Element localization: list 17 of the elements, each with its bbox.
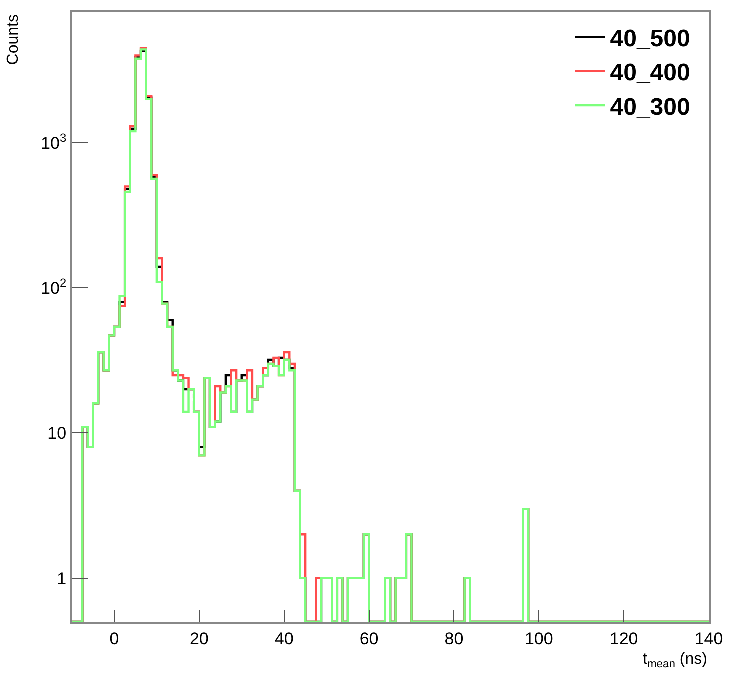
- x-tick-label: 0: [110, 629, 120, 648]
- y-tick-label: 10$^{3}$: [41, 130, 67, 153]
- y-tick-label: 10$^{2}$: [41, 276, 67, 298]
- x-tick-label: 100: [524, 629, 554, 648]
- x-tick-label: 20: [190, 629, 209, 648]
- legend-label: 40_300: [610, 94, 690, 121]
- x-tick-label: 60: [360, 629, 379, 648]
- x-tick-label: 40: [274, 629, 294, 648]
- y-tick-label: 10: [48, 424, 67, 444]
- y-tick-label: 1: [57, 569, 67, 588]
- x-tick-label: 80: [444, 629, 464, 648]
- legend-label: 40_500: [610, 26, 690, 53]
- y-axis-title: Counts: [5, 14, 22, 66]
- x-axis-title: t$_{mean}$ (ns): [643, 651, 708, 670]
- x-tick-label: 140: [694, 629, 724, 648]
- x-tick-label: 120: [610, 629, 638, 648]
- legend-label: 40_400: [610, 60, 690, 87]
